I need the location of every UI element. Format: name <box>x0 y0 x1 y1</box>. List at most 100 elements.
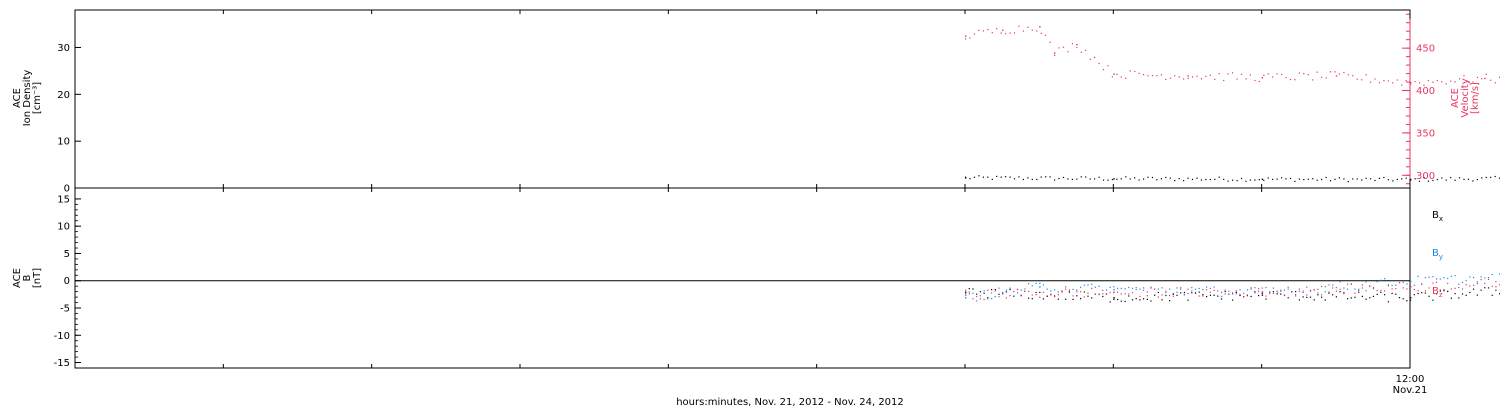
field-series-by-sample <box>1380 279 1382 281</box>
density-series-sample <box>973 176 976 178</box>
field-series-by-sample <box>1269 291 1271 293</box>
density-series-sample <box>1156 179 1158 181</box>
velocity-series-sample <box>1410 83 1412 85</box>
field-series-bx-sample <box>1157 291 1159 294</box>
velocity-series-sample <box>1058 47 1060 49</box>
field-series-bx-sample <box>1443 290 1445 292</box>
velocity-series-sample <box>1263 74 1265 76</box>
field-series-by-sample <box>1239 289 1241 291</box>
field-series-by-sample <box>1024 288 1026 290</box>
velocity-series-sample <box>1085 49 1087 51</box>
field-series-by-sample <box>1476 283 1478 285</box>
field-series-by-sample <box>1491 274 1493 276</box>
field-series-bx-sample <box>1324 299 1326 301</box>
field-series-by-sample <box>1198 287 1200 290</box>
velocity-series-sample <box>1191 76 1194 78</box>
field-series-by-sample <box>1261 287 1263 289</box>
field-series-bx-sample <box>1332 294 1334 296</box>
velocity-series-sample <box>1445 83 1447 85</box>
density-series-sample <box>1463 178 1465 180</box>
field-series-by-sample <box>1224 289 1226 291</box>
field-series-bx-sample <box>1176 294 1178 296</box>
density-series-sample <box>1054 179 1056 181</box>
velocity-series-sample <box>1205 75 1207 77</box>
field-series-by-sample <box>1054 289 1056 291</box>
velocity-series-sample <box>1165 78 1167 81</box>
field-series-bx-sample <box>1135 298 1137 300</box>
density-series-sample <box>1183 180 1185 182</box>
velocity-series-sample <box>1374 78 1376 80</box>
velocity-ylabel-line: [km/s] <box>1470 82 1481 114</box>
velocity-series-sample <box>969 37 971 39</box>
field-series-bx-sample <box>1458 297 1460 299</box>
field-series-by-sample <box>1117 287 1119 289</box>
field-series-bx-sample <box>968 288 970 290</box>
field-series-bx-sample <box>1224 290 1226 293</box>
density-series-sample <box>969 178 971 180</box>
velocity-series-sample <box>1129 70 1131 72</box>
velocity-axis-tick-label: 300 <box>1416 171 1435 182</box>
velocity-series-sample <box>1427 79 1429 82</box>
field-series-bx <box>965 287 1500 303</box>
density-series-sample <box>1490 176 1492 178</box>
field-series-by-sample <box>1169 288 1171 290</box>
density-series-sample <box>1125 176 1127 178</box>
velocity-series-sample <box>1236 78 1238 80</box>
velocity-series-sample <box>1232 72 1234 74</box>
density-series-sample <box>1071 178 1073 180</box>
velocity-series-sample <box>1281 73 1283 75</box>
field-series-bx-sample <box>1139 299 1141 301</box>
density-series-sample <box>1147 176 1149 178</box>
density-series-sample <box>1049 176 1051 178</box>
field-series-by-sample <box>1484 277 1486 279</box>
density-series-point <box>1261 178 1264 180</box>
field-series-by-point <box>1039 286 1041 288</box>
velocity-series-sample <box>1013 32 1016 34</box>
density-series-sample <box>1432 179 1434 182</box>
velocity-series-sample <box>1156 75 1158 77</box>
field-series-by-sample <box>1187 293 1189 295</box>
field-series-bx-sample <box>1317 294 1319 296</box>
density-series-sample <box>1289 177 1292 180</box>
density-series-sample <box>978 175 980 177</box>
field-series-by-sample <box>1139 288 1141 290</box>
field-series-by-sample <box>998 287 1000 289</box>
velocity-series-sample <box>1459 78 1461 80</box>
field-series-by-sample <box>1094 286 1096 288</box>
field-series-bx-sample <box>1436 293 1438 295</box>
velocity-series-sample <box>1294 79 1296 81</box>
velocity-series-sample <box>978 29 980 31</box>
field-series-by-sample <box>1480 276 1482 278</box>
field-series-bx-sample <box>1042 298 1045 300</box>
field-series-by-sample <box>1039 282 1041 284</box>
field-series-bx-sample <box>1198 291 1200 293</box>
density-series-sample <box>1085 176 1087 178</box>
density-series-sample <box>1027 177 1029 179</box>
field-series-by-sample <box>1458 283 1460 285</box>
field-series-bx-sample <box>1287 297 1289 299</box>
velocity-series-sample <box>1098 62 1100 65</box>
density-series-sample <box>1249 179 1251 181</box>
field-series-by-sample <box>1250 288 1252 290</box>
velocity-series-sample <box>1423 84 1425 86</box>
velocity-series-sample <box>1040 32 1042 34</box>
velocity-series-sample <box>965 38 967 40</box>
field-ylabel: ACE B [nT] <box>12 268 43 288</box>
velocity-series-sample <box>1022 30 1024 32</box>
field-series-bx-sample <box>1072 298 1074 300</box>
density-series-sample <box>1143 178 1145 180</box>
field-series-by-sample <box>1131 287 1134 289</box>
field-series-bx-sample <box>1083 291 1085 293</box>
density-series-sample <box>1281 177 1283 179</box>
field-series-by-sample <box>1050 290 1052 292</box>
field-series-by-sample <box>1209 287 1211 289</box>
density-series-sample <box>1236 180 1238 182</box>
velocity-series-sample <box>1321 76 1323 78</box>
field-series-bx-sample <box>1280 293 1282 295</box>
velocity-series-sample <box>1200 78 1202 80</box>
field-series-bx-sample <box>1076 295 1078 297</box>
field-ylabel-line: B <box>22 274 33 281</box>
field-series-by-sample <box>1302 291 1304 294</box>
density-series-sample <box>1258 179 1260 181</box>
